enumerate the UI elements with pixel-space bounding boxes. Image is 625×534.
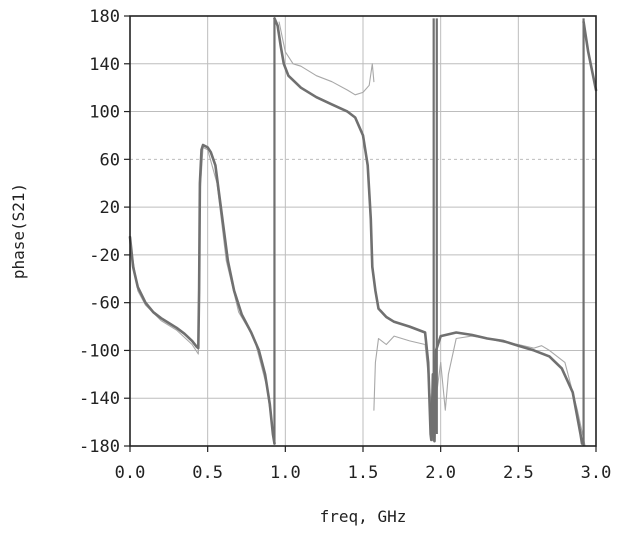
y-tick-label: 100 xyxy=(89,103,120,123)
series-0-segment-2 xyxy=(582,20,598,92)
y-tick-labels: 180 140 100 60 20 -20 -60 -100 -140 -180 xyxy=(79,7,120,457)
x-tick-label: 2.5 xyxy=(503,463,534,483)
extras xyxy=(273,18,585,446)
x-tick-label: 1.5 xyxy=(348,463,379,483)
x-tick-label: 0.0 xyxy=(115,463,146,483)
x-tick-label: 1.0 xyxy=(270,463,301,483)
series-1-segment-2 xyxy=(373,335,586,447)
y-tick-label: 20 xyxy=(100,198,120,218)
y-tick-label: -140 xyxy=(79,389,120,409)
x-tick-label: 0.5 xyxy=(192,463,223,483)
x-tick-label: 3.0 xyxy=(581,463,612,483)
series-0-segment-1 xyxy=(273,17,584,445)
grid xyxy=(130,16,596,446)
y-axis-label: phase(S21) xyxy=(9,183,28,279)
x-tick-label: 2.0 xyxy=(425,463,456,483)
series-1-segment-1 xyxy=(278,21,375,96)
ticks xyxy=(124,15,597,452)
x-tick-labels: 0.0 0.5 1.0 1.5 2.0 2.5 3.0 xyxy=(115,463,612,483)
y-tick-label: 180 xyxy=(89,7,120,27)
y-tick-label: 60 xyxy=(100,150,120,170)
y-tick-label: 140 xyxy=(89,55,120,75)
series-0-segment-0 xyxy=(128,143,276,445)
y-tick-label: -20 xyxy=(89,246,120,266)
series-1-segment-0 xyxy=(129,146,276,445)
y-tick-label: -100 xyxy=(79,341,120,361)
y-tick-label: -60 xyxy=(89,294,120,314)
x-axis-label: freq, GHz xyxy=(320,507,407,526)
y-tick-label: -180 xyxy=(79,437,120,457)
series-layer xyxy=(128,17,598,447)
